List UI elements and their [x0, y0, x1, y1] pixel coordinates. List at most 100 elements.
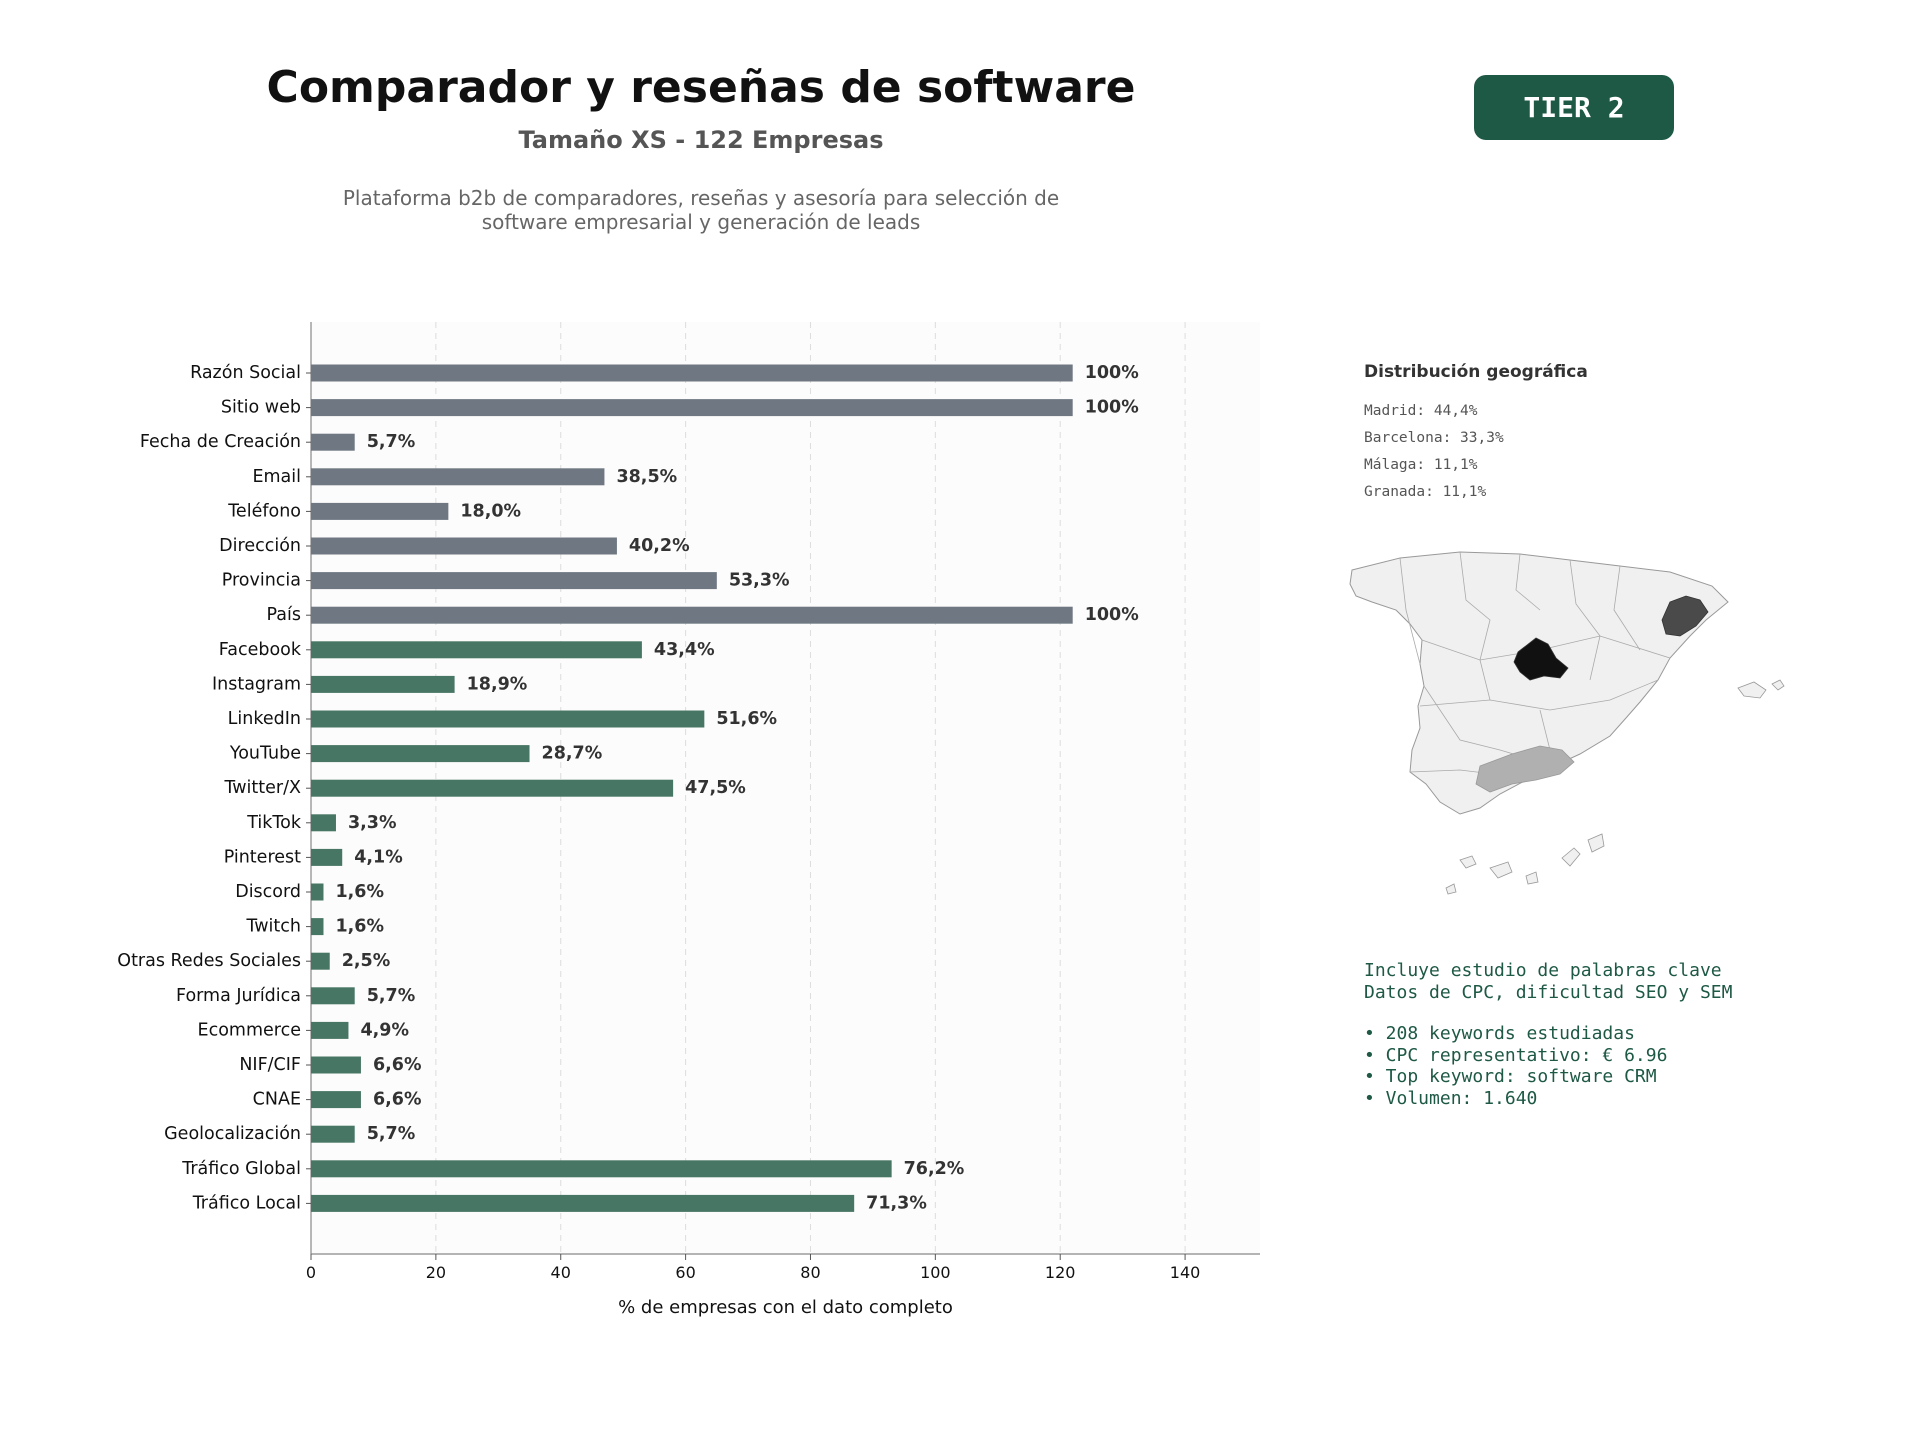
x-tick-label: 40 — [551, 1263, 571, 1282]
bar — [311, 1091, 361, 1109]
data-label: 3,3% — [348, 813, 397, 833]
page-description: Plataforma b2b de comparadores, reseñas … — [300, 186, 1102, 234]
bar — [311, 745, 530, 763]
data-label: 18,9% — [467, 674, 528, 694]
bar — [311, 1125, 355, 1143]
x-tick-label: 80 — [800, 1263, 820, 1282]
x-tick-label: 120 — [1045, 1263, 1076, 1282]
geo-title: Distribución geográfica — [1364, 362, 1588, 382]
bar — [311, 987, 355, 1005]
bar — [311, 1194, 855, 1212]
bar — [311, 952, 330, 970]
keywords-line-2: Datos de CPC, dificultad SEO y SEM — [1364, 981, 1733, 1003]
data-label: 18,0% — [460, 501, 521, 521]
bar-chart: Razón Social 100% Sitio web 100% Fecha de Cr… — [117, 322, 1260, 1318]
category-label: LinkedIn — [228, 709, 301, 729]
category-label: Teléfono — [227, 501, 301, 521]
keywords-bullet: • Volumen: 1.640 — [1364, 1087, 1538, 1109]
bar — [311, 848, 343, 866]
geo-list: Madrid: 44,4% Barcelona: 33,3% Málaga: 1… — [1364, 398, 1504, 506]
tier-badge: TIER 2 — [1474, 75, 1674, 140]
map-region-baleares — [1737, 679, 1785, 699]
data-label: 1,6% — [335, 917, 384, 937]
keywords-line-1: Incluye estudio de palabras clave — [1364, 960, 1722, 981]
page-title: Comparador y reseñas de software — [266, 62, 1136, 113]
bar — [311, 1021, 349, 1039]
data-label: 4,9% — [360, 1020, 409, 1040]
category-label: Razón Social — [190, 363, 301, 383]
x-tick-label: 0 — [306, 1263, 316, 1282]
bar — [311, 1160, 892, 1178]
keywords-bullet: • Top keyword: software CRM — [1364, 1066, 1657, 1087]
data-label: 76,2% — [904, 1159, 965, 1179]
bar — [311, 606, 1073, 624]
bar — [311, 918, 324, 936]
page-subtitle: Tamaño XS - 122 Empresas — [518, 126, 884, 154]
category-label: YouTube — [229, 744, 301, 764]
bar — [311, 641, 642, 659]
keywords-bullet: • CPC representativo: € 6.96 — [1364, 1044, 1668, 1066]
data-label: 47,5% — [685, 778, 746, 798]
category-label: NIF/CIF — [239, 1055, 301, 1075]
keywords-panel: Incluye estudio de palabras clave Datos … — [1364, 960, 1732, 1109]
geo-item-madrid: Madrid: 44,4% — [1364, 403, 1478, 419]
category-label: Pinterest — [224, 847, 301, 867]
bar — [311, 883, 324, 901]
bar — [311, 572, 717, 590]
description-line-1: Plataforma b2b de comparadores, reseñas … — [342, 186, 1060, 210]
category-label: TikTok — [246, 813, 302, 833]
category-label: Forma Jurídica — [176, 986, 301, 1006]
data-label: 4,1% — [354, 847, 403, 867]
x-tick-label: 140 — [1170, 1263, 1201, 1282]
data-label: 51,6% — [716, 709, 777, 729]
category-label: Fecha de Creación — [140, 432, 301, 452]
category-label: Tráfico Global — [181, 1159, 301, 1179]
data-label: 53,3% — [729, 571, 790, 591]
data-label: 43,4% — [654, 640, 715, 660]
data-label: 100% — [1085, 605, 1139, 625]
category-label: Geolocalización — [164, 1124, 301, 1144]
bar — [311, 399, 1073, 417]
category-label: Facebook — [219, 640, 302, 660]
bar — [311, 779, 674, 797]
data-label: 6,6% — [373, 1090, 422, 1110]
description-line-2: software empresarial y generación de lea… — [481, 210, 921, 234]
data-label: 1,6% — [335, 882, 384, 902]
category-label: Provincia — [222, 571, 301, 591]
map-region-andalucia — [1475, 745, 1575, 793]
bar — [311, 1056, 361, 1074]
category-label: Twitch — [245, 917, 301, 937]
category-label: Email — [252, 467, 301, 487]
bar — [311, 537, 617, 555]
category-label: Instagram — [212, 674, 301, 694]
data-label: 5,7% — [367, 432, 416, 452]
data-label: 2,5% — [342, 951, 391, 971]
category-label: Sitio web — [221, 398, 301, 418]
map-region-barcelona — [1661, 595, 1709, 637]
bar — [311, 468, 605, 486]
x-tick-label: 100 — [920, 1263, 951, 1282]
x-tick-label: 60 — [675, 1263, 695, 1282]
geo-item-malaga: Málaga: 11,1% — [1364, 457, 1478, 473]
map-region-madrid — [1513, 637, 1569, 681]
bar — [311, 433, 355, 451]
map-region-canarias — [1445, 833, 1605, 895]
bar — [311, 710, 705, 728]
category-label: Ecommerce — [198, 1020, 301, 1040]
data-label: 6,6% — [373, 1055, 422, 1075]
bar — [311, 364, 1073, 382]
category-label: CNAE — [253, 1090, 301, 1110]
data-label: 38,5% — [616, 467, 677, 487]
category-label: Discord — [235, 882, 301, 902]
data-label: 40,2% — [629, 536, 690, 556]
spain-map — [1349, 551, 1785, 895]
data-label: 100% — [1085, 363, 1139, 383]
x-axis-label: % de empresas con el dato completo — [618, 1297, 953, 1318]
category-label: Otras Redes Sociales — [117, 951, 301, 971]
geo-item-barcelona: Barcelona: 33,3% — [1364, 430, 1504, 446]
bar — [311, 675, 455, 693]
bar — [311, 814, 336, 832]
geo-item-granada: Granada: 11,1% — [1364, 484, 1487, 500]
keywords-bullet: • 208 keywords estudiadas — [1364, 1023, 1635, 1044]
category-label: País — [267, 605, 301, 625]
